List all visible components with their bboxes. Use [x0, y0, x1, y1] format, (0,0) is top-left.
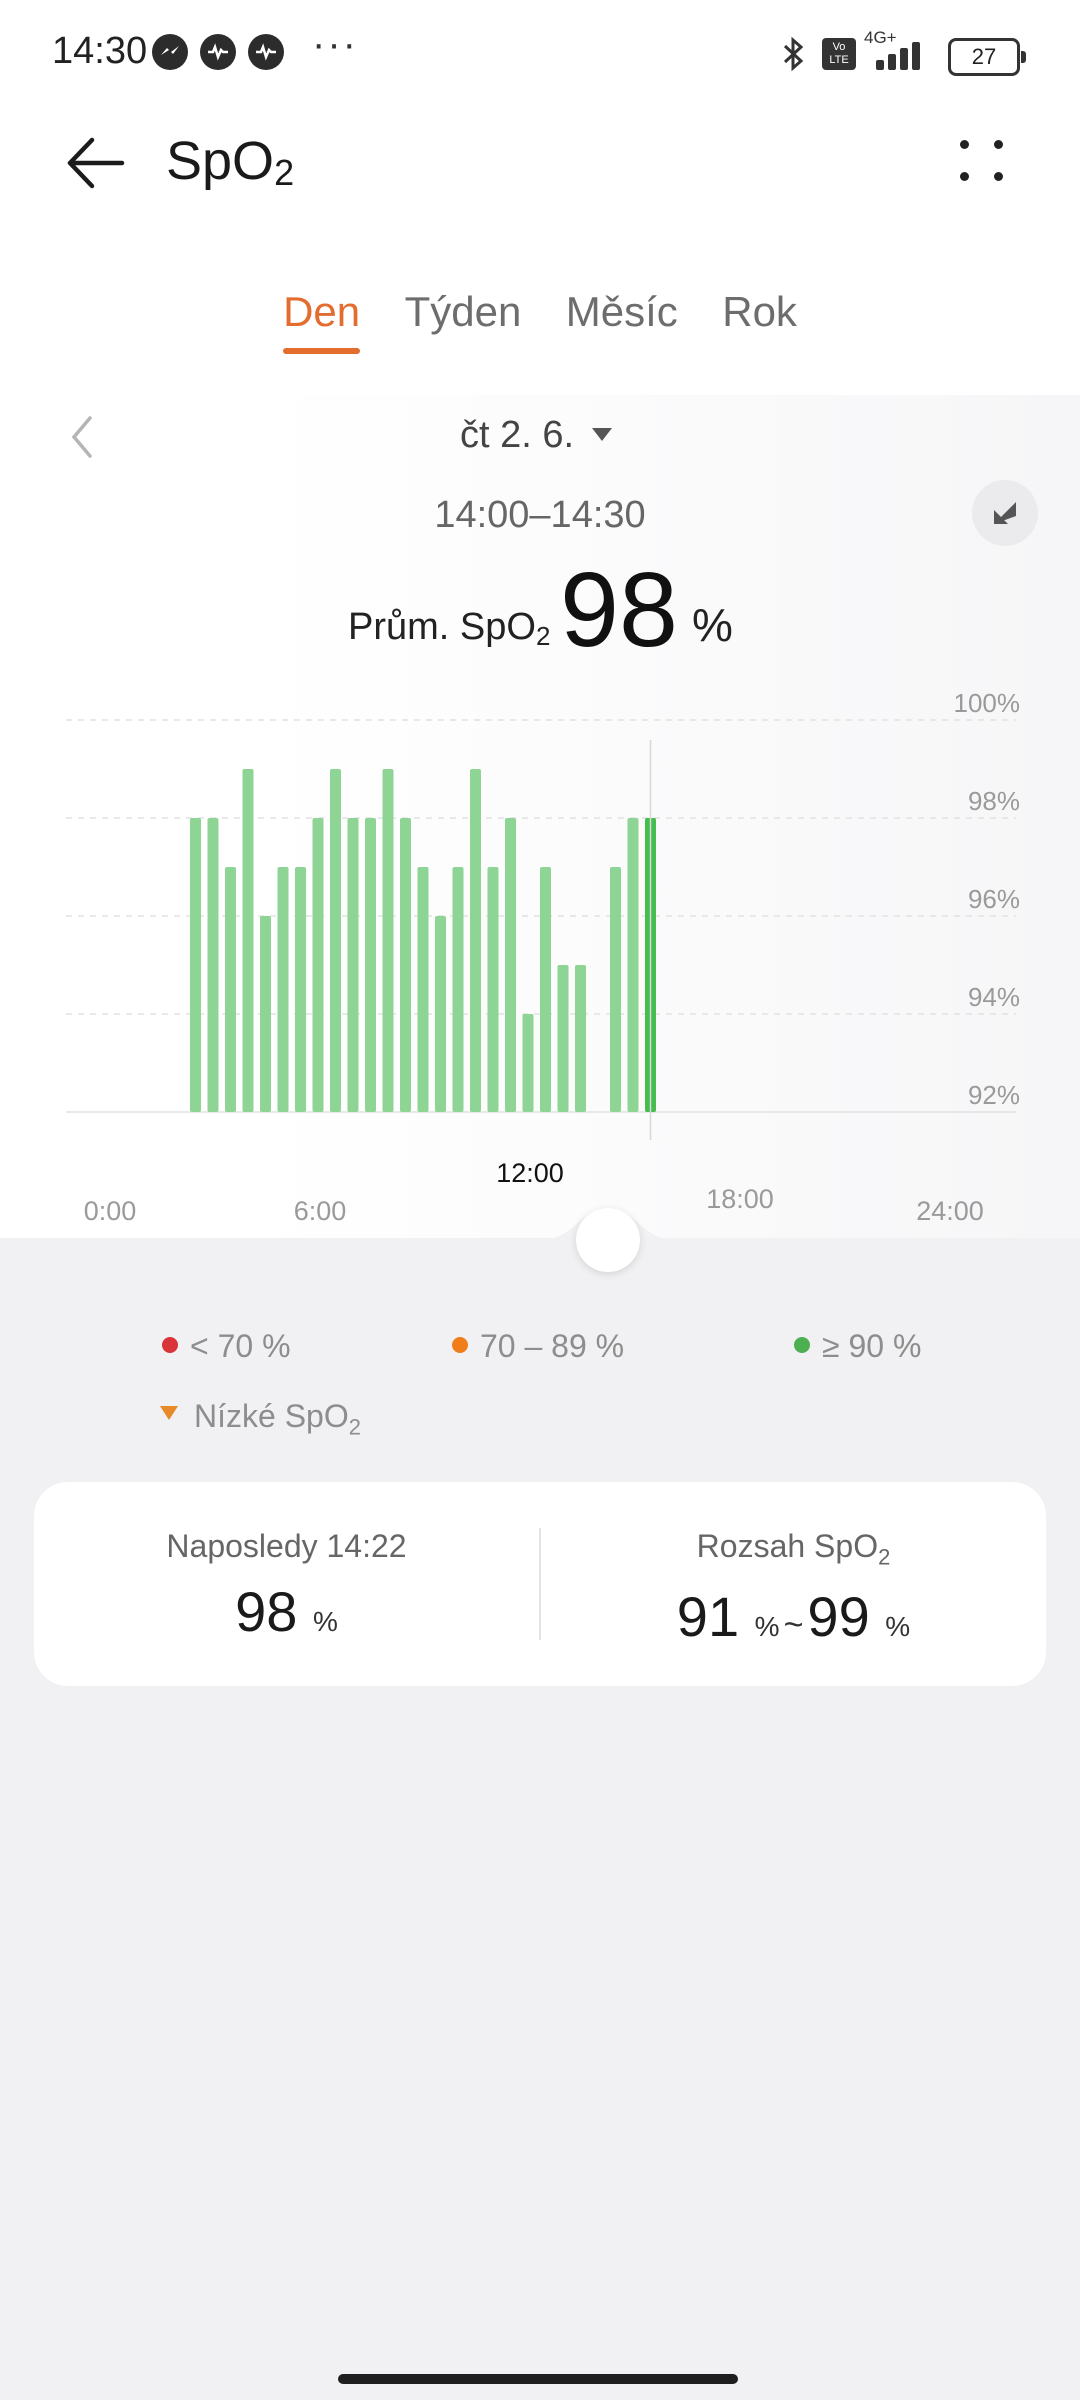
- chart-bar: [470, 769, 481, 1112]
- orange-dot-icon: [452, 1336, 468, 1353]
- last-measurement-value: 98 %: [235, 1580, 338, 1643]
- chart-bar: [610, 867, 621, 1112]
- previous-day-icon[interactable]: [66, 412, 96, 462]
- back-icon[interactable]: [62, 128, 132, 198]
- y-tick-label: 94%: [968, 982, 1020, 1012]
- last-measurement: Naposledy 14:22 98 %: [34, 1528, 539, 1644]
- divider: [539, 1528, 541, 1640]
- average-value: 98: [560, 551, 678, 669]
- legend-mid: 70 – 89 %: [452, 1328, 624, 1365]
- x-tick-label: 0:00: [84, 1196, 137, 1226]
- chart-bar: [330, 769, 341, 1112]
- chart-bar: [557, 965, 569, 1112]
- chart-bar: [627, 818, 639, 1112]
- x-tick-label: 6:00: [294, 1196, 347, 1226]
- chart-bar: [347, 818, 359, 1112]
- chart-bar: [312, 818, 324, 1112]
- fullscreen-icon[interactable]: [972, 480, 1038, 546]
- tab-year[interactable]: Rok: [722, 288, 797, 335]
- signal-icon: [866, 40, 930, 70]
- spo2-range: Rozsah SpO2 91 % ~99 %: [541, 1528, 1046, 1649]
- home-indicator[interactable]: [338, 2374, 738, 2384]
- chart-bar: [487, 867, 499, 1112]
- bluetooth-icon: [776, 34, 810, 74]
- tab-week[interactable]: Týden: [404, 288, 522, 335]
- battery-icon: 27: [948, 38, 1026, 76]
- selected-time-range: 14:00–14:30: [434, 494, 646, 536]
- spo2-bar-chart[interactable]: 100% 98% 96% 94% 92% 0:00 6:00 12:00 18:00 24:00: [0, 680, 1080, 1240]
- x-tick-label: 18:00: [706, 1184, 774, 1214]
- x-tick-label: 24:00: [916, 1196, 984, 1226]
- page-title: SpO2: [166, 131, 295, 193]
- summary-card: Naposledy 14:22 98 % Rozsah SpO2 91 % ~99…: [34, 1482, 1046, 1686]
- status-time: 14:30: [52, 30, 148, 72]
- chart-bar: [452, 867, 464, 1112]
- chart-bar: [417, 867, 429, 1112]
- chart-bar: [505, 818, 516, 1112]
- chart-bar: [277, 867, 289, 1112]
- caret-down-icon[interactable]: [592, 428, 612, 441]
- legend-high: ≥ 90 %: [794, 1328, 921, 1365]
- volte-icon: Vo LTE: [822, 38, 856, 70]
- legend-low-spo2: Nízké SpO2: [160, 1398, 361, 1440]
- green-dot-icon: [794, 1336, 810, 1353]
- spo2-range-label: Rozsah SpO2: [696, 1528, 891, 1570]
- y-tick-label: 98%: [968, 786, 1020, 816]
- network-type-label: 4G+: [864, 28, 897, 47]
- chart-bar: [575, 965, 586, 1112]
- tab-month[interactable]: Měsíc: [565, 288, 678, 335]
- y-tick-label: 92%: [968, 1080, 1020, 1110]
- period-tabs: Den Týden Měsíc Rok: [0, 288, 1080, 354]
- average-label: Prům. SpO2: [348, 606, 551, 651]
- y-tick-label: 100%: [954, 688, 1021, 718]
- date-picker[interactable]: čt 2. 6.: [460, 414, 575, 456]
- chart-bar: [382, 769, 394, 1112]
- legend-low: < 70 %: [162, 1328, 291, 1365]
- time-scrubber-handle[interactable]: [576, 1208, 640, 1272]
- chart-bar: [207, 818, 219, 1112]
- spo2-range-value: 91 % ~99 %: [676, 1585, 911, 1649]
- chart-bar: [365, 818, 376, 1112]
- chart-bar: [190, 818, 201, 1112]
- heart-rate-icon: [248, 34, 284, 70]
- average-unit: %: [692, 599, 733, 651]
- chart-bar: [242, 769, 254, 1112]
- last-measurement-label: Naposledy 14:22: [166, 1528, 407, 1564]
- chart-bar: [295, 867, 306, 1112]
- y-tick-label: 96%: [968, 884, 1020, 914]
- chart-bar: [522, 1014, 534, 1112]
- chart-bar: [260, 916, 271, 1112]
- messenger-icon: [152, 34, 188, 70]
- tab-day[interactable]: Den: [283, 288, 361, 354]
- x-tick-label: 12:00: [496, 1158, 564, 1188]
- chart-bar: [225, 867, 236, 1112]
- triangle-down-icon: [160, 1405, 178, 1420]
- heart-rate-icon: [200, 34, 236, 70]
- chart-bar: [540, 867, 551, 1112]
- more-options-icon[interactable]: [950, 128, 1016, 194]
- chart-bar: [400, 818, 411, 1112]
- chart-bar: [435, 916, 446, 1112]
- more-notifications-icon: ···: [312, 22, 358, 66]
- red-dot-icon: [162, 1336, 178, 1353]
